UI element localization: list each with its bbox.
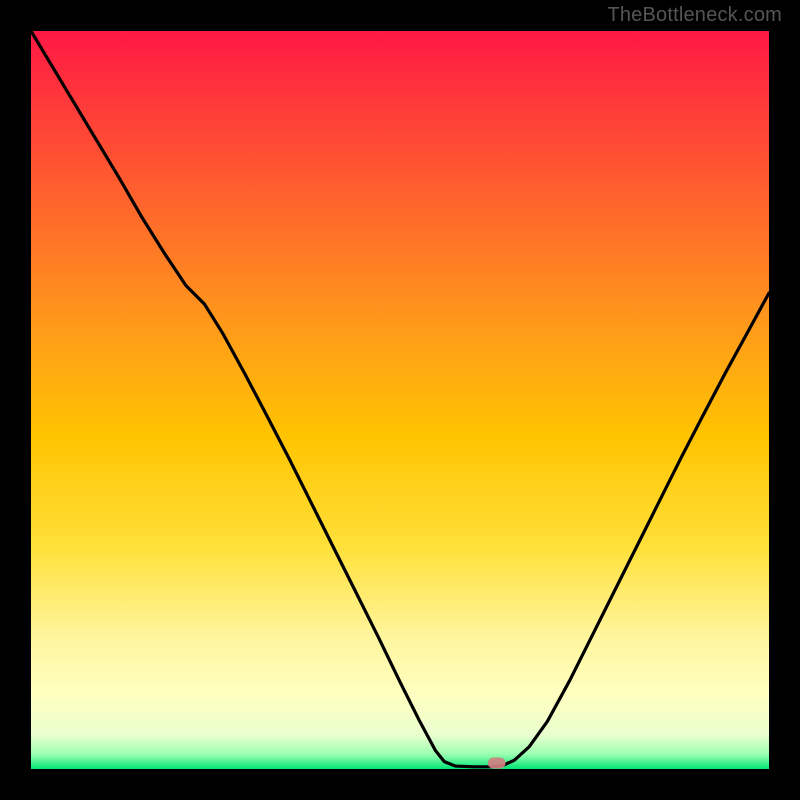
watermark-text: TheBottleneck.com: [607, 4, 782, 27]
bottleneck-curve-plot: [0, 0, 800, 800]
optimal-point-marker: [488, 758, 506, 769]
figure-frame: TheBottleneck.com: [0, 0, 800, 800]
plot-background-gradient: [31, 31, 769, 769]
